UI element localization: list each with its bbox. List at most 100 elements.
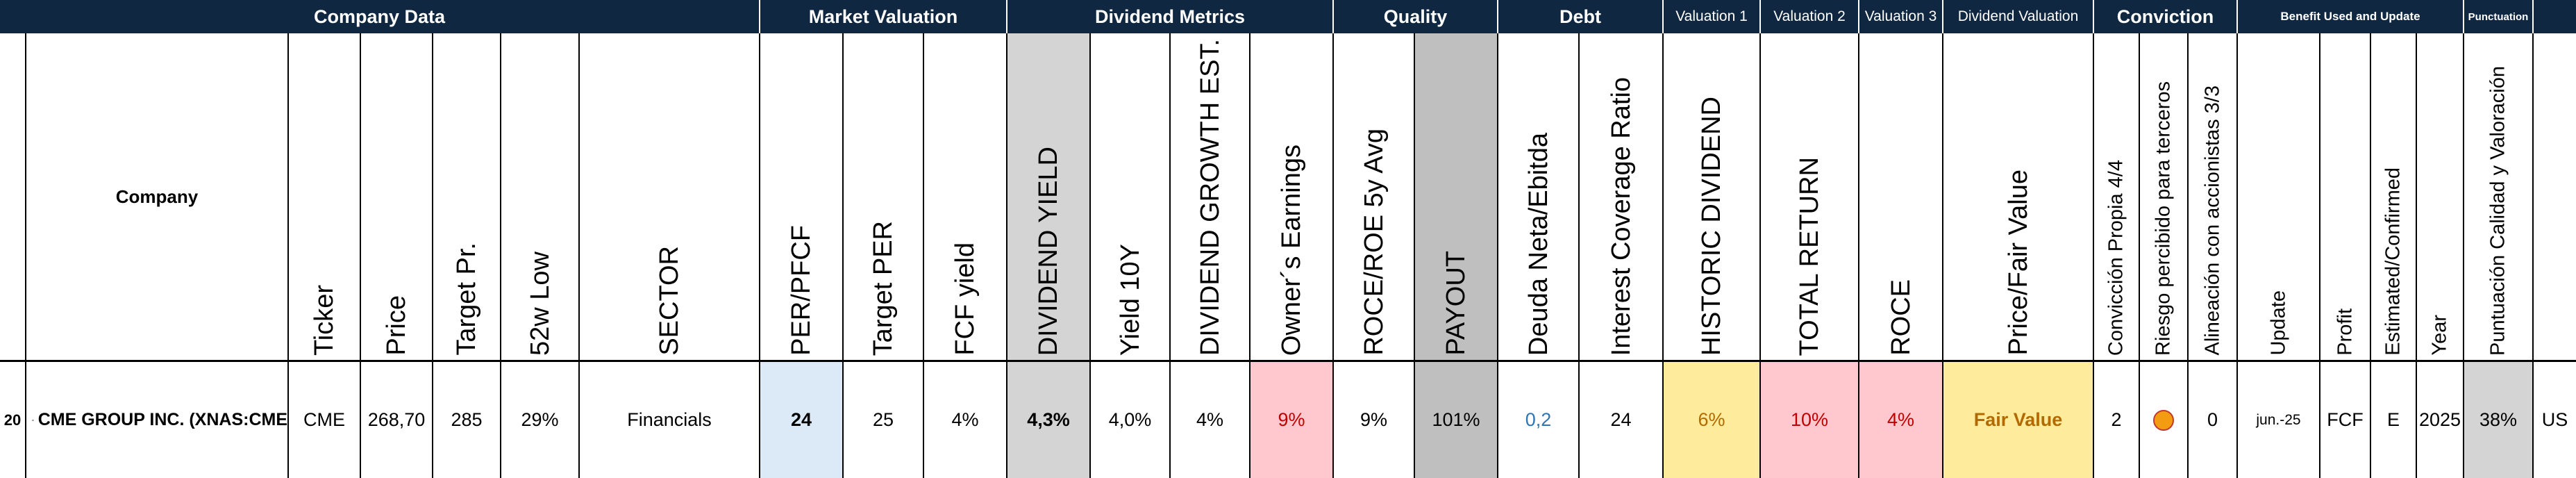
row-index[interactable]: 20 [0,362,26,478]
header-dividend-yield-label: DIVIDEND YIELD [1034,146,1063,356]
header-puntuacion-label: Puntuación Calidad y Valoración [2486,65,2509,356]
cell-dividend-yield[interactable]: 4,3% [1007,362,1091,478]
header-fcf-yield-label: FCF yield [951,242,980,356]
orange-dot-icon [2153,409,2174,431]
header-dividend-yield[interactable]: DIVIDEND YIELD [1007,33,1091,362]
header-total-return[interactable]: TOTAL RETURN [1761,33,1859,362]
header-riesgo[interactable]: Riesgo percibido para terceros [2140,33,2189,362]
header-interest-coverage[interactable]: Interest Coverage Ratio [1580,33,1664,362]
group-blank [2534,0,2576,33]
header-owners-earnings-label: Owner´s Earnings [1277,144,1306,356]
cell-payout[interactable]: 101% [1415,362,1498,478]
header-price-label: Price [382,295,411,356]
group-valuation2[interactable]: Valuation 2 [1761,0,1859,33]
header-target-per[interactable]: Target PER [844,33,924,362]
header-roce[interactable]: ROCE [1859,33,1943,362]
cell-interest-coverage[interactable]: 24 [1580,362,1664,478]
header-yield-10y[interactable]: Yield 10Y [1091,33,1171,362]
header-profit[interactable]: Profit [2320,33,2371,362]
header-year-label: Year [2428,315,2451,356]
cell-alineacion[interactable]: 0 [2189,362,2238,478]
cell-sector[interactable]: Financials [580,362,760,478]
cell-historic-dividend[interactable]: 6% [1664,362,1761,478]
group-quality[interactable]: Quality [1334,0,1498,33]
header-total-return-label: TOTAL RETURN [1795,156,1824,356]
cell-yield-10y[interactable]: 4,0% [1091,362,1171,478]
cell-roce[interactable]: 4% [1859,362,1943,478]
header-update[interactable]: Update [2238,33,2320,362]
cell-total-return[interactable]: 10% [1761,362,1859,478]
cell-deuda[interactable]: 0,2 [1498,362,1580,478]
header-estimated-label: Estimated/Confirmed [2382,167,2404,356]
header-roce-roe-label: ROCE/ROE 5y Avg [1359,129,1389,356]
header-owners-earnings[interactable]: Owner´s Earnings [1251,33,1334,362]
header-fcf-yield[interactable]: FCF yield [924,33,1007,362]
group-punctuation[interactable]: Punctuation [2464,0,2534,33]
header-roce-roe[interactable]: ROCE/ROE 5y Avg [1334,33,1415,362]
header-conviccion-propia[interactable]: Convicción Propia 4/4 [2094,33,2140,362]
header-target-pr[interactable]: Target Pr. [433,33,501,362]
header-riesgo-label: Riesgo percibido para terceros [2152,81,2175,356]
group-benefit[interactable]: Benefit Used and Update [2238,0,2464,33]
group-dividend-valuation[interactable]: Dividend Valuation [1943,0,2094,33]
group-valuation3[interactable]: Valuation 3 [1859,0,1943,33]
header-profit-label: Profit [2334,308,2356,356]
header-historic-dividend[interactable]: HISTORIC DIVIDEND [1664,33,1761,362]
header-puntuacion[interactable]: Puntuación Calidad y Valoración [2464,33,2534,362]
header-alineacion-label: Alineación con accionistas 3/3 [2201,85,2223,356]
cell-target-per[interactable]: 25 [844,362,924,478]
cell-conviccion-propia[interactable]: 2 [2094,362,2140,478]
cell-estimated[interactable]: E [2371,362,2417,478]
group-debt[interactable]: Debt [1498,0,1664,33]
cell-puntuacion[interactable]: 38% [2464,362,2534,478]
header-blank [2534,33,2576,362]
header-per-pfcf-label: PER/PFCF [787,225,816,356]
header-deuda[interactable]: Deuda Neta/Ebitda [1498,33,1580,362]
cell-target-pr[interactable]: 285 [433,362,501,478]
header-dividend-growth-label: DIVIDEND GROWTH EST. [1195,38,1225,356]
header-52w-low-label: 52w Low [525,252,555,356]
cell-company[interactable]: CME GROUP INC. (XNAS:CME [26,362,289,478]
header-ticker[interactable]: Ticker [289,33,361,362]
cell-dividend-growth[interactable]: 4% [1171,362,1251,478]
cell-per-pfcf[interactable]: 24 [760,362,844,478]
header-sector[interactable]: SECTOR [580,33,760,362]
group-company-data[interactable]: Company Data [0,0,760,33]
group-conviction[interactable]: Conviction [2094,0,2238,33]
group-dividend-metrics[interactable]: Dividend Metrics [1007,0,1334,33]
cell-52w-low[interactable]: 29% [501,362,580,478]
header-deuda-label: Deuda Neta/Ebitda [1523,132,1553,356]
cell-fcf-yield[interactable]: 4% [924,362,1007,478]
cell-year[interactable]: 2025 [2417,362,2464,478]
company-name: CME GROUP INC. (XNAS:CME [37,410,287,429]
header-year[interactable]: Year [2417,33,2464,362]
header-alineacion[interactable]: Alineación con accionistas 3/3 [2189,33,2238,362]
header-per-pfcf[interactable]: PER/PFCF [760,33,844,362]
header-dividend-growth[interactable]: DIVIDEND GROWTH EST. [1171,33,1251,362]
cell-price[interactable]: 268,70 [361,362,433,478]
header-price-fair-value[interactable]: Price/Fair Value [1943,33,2094,362]
cell-update[interactable]: jun.-25 [2238,362,2320,478]
header-payout[interactable]: PAYOUT [1415,33,1498,362]
header-52w-low[interactable]: 52w Low [501,33,580,362]
cell-riesgo[interactable] [2140,362,2189,478]
cell-country[interactable]: US [2541,409,2568,430]
cell-owners-earnings[interactable]: 9% [1251,362,1334,478]
cell-profit[interactable]: FCF [2320,362,2371,478]
cell-price-fair-value[interactable]: Fair Value [1943,362,2094,478]
header-company[interactable]: Company [26,33,289,362]
header-price-fair-value-label: Price/Fair Value [2003,170,2033,356]
group-market-valuation[interactable]: Market Valuation [760,0,1007,33]
header-interest-coverage-label: Interest Coverage Ratio [1606,76,1636,356]
header-price[interactable]: Price [361,33,433,362]
header-index [0,33,26,362]
header-conviccion-propia-label: Convicción Propia 4/4 [2105,159,2127,356]
header-payout-label: PAYOUT [1441,251,1471,356]
header-estimated[interactable]: Estimated/Confirmed [2371,33,2417,362]
header-roce-label: ROCE [1886,279,1916,356]
header-sector-label: SECTOR [655,246,684,356]
cell-roce-roe[interactable]: 9% [1334,362,1415,478]
group-valuation1[interactable]: Valuation 1 [1664,0,1761,33]
header-ticker-label: Ticker [310,284,339,356]
cell-ticker[interactable]: CME [289,362,361,478]
